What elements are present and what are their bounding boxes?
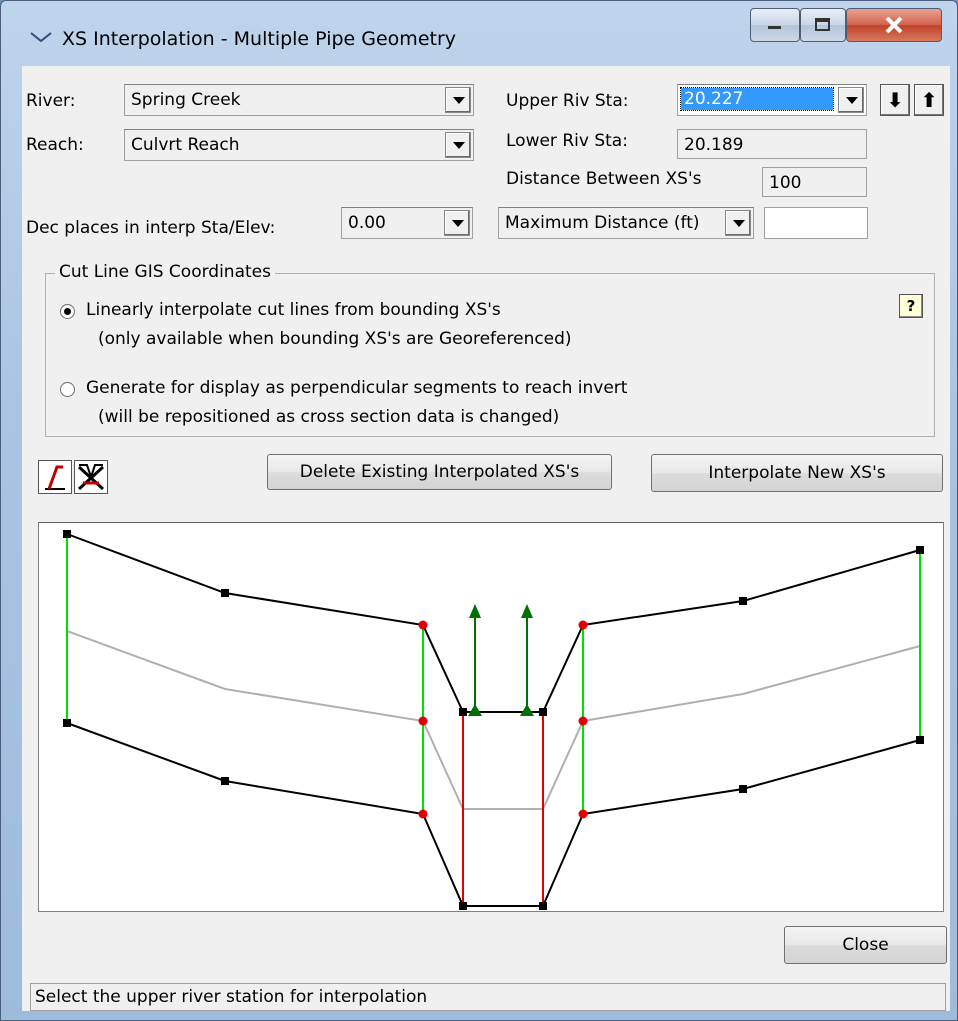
lower-riv-sta-label: Lower Riv Sta: <box>506 131 628 151</box>
upper-riv-sta-label: Upper Riv Sta: <box>506 91 629 111</box>
chevron-down-icon[interactable] <box>445 132 471 158</box>
max-distance-value: Maximum Distance (ft) <box>505 213 700 233</box>
interpolate-label: Interpolate New XS's <box>708 463 886 483</box>
xs-geometry-plot[interactable] <box>38 522 944 912</box>
minimize-button[interactable] <box>750 8 800 42</box>
bounding-node <box>578 716 588 726</box>
lower-riv-sta-field: 20.189 <box>677 129 867 159</box>
xs-node <box>459 708 467 716</box>
distance-label: Distance Between XS's <box>506 169 702 189</box>
xs-node <box>221 777 229 785</box>
xs-node <box>459 902 467 910</box>
xs-geometry-canvas[interactable] <box>39 523 943 911</box>
title-bar[interactable]: XS Interpolation - Multiple Pipe Geometr… <box>0 0 958 66</box>
edit-master-cord-button[interactable] <box>38 460 72 494</box>
distance-field: 100 <box>762 167 867 197</box>
chevron-down-icon[interactable] <box>444 210 470 236</box>
delete-interpolated-button[interactable]: Delete Existing Interpolated XS's <box>267 454 612 490</box>
option2-label[interactable]: Generate for display as perpendicular se… <box>86 378 628 398</box>
close-icon <box>885 16 903 34</box>
window-menu-icon[interactable] <box>30 30 52 44</box>
interpolate-button[interactable]: Interpolate New XS's <box>651 454 943 492</box>
xs-node <box>739 785 747 793</box>
flow-arrow-head <box>469 604 481 618</box>
distance-value: 100 <box>769 173 802 193</box>
max-distance-select[interactable]: Maximum Distance (ft) <box>498 207 754 239</box>
next-station-up-button[interactable]: ⬆ <box>914 84 944 116</box>
option1-sublabel: (only available when bounding XS's are G… <box>98 329 572 349</box>
cut-line-group <box>45 273 935 437</box>
chevron-down-icon[interactable] <box>838 87 864 113</box>
client-area: River: Spring Creek Reach: Culvrt Reach … <box>22 66 950 1011</box>
max-distance-input[interactable] <box>764 207 868 239</box>
reach-value: Culvrt Reach <box>131 135 240 155</box>
help-button[interactable]: ? <box>899 294 923 318</box>
xs-node <box>539 902 547 910</box>
xs-node <box>63 719 71 727</box>
dec-places-select[interactable]: 0.00 <box>341 207 473 239</box>
cut-line-group-title: Cut Line GIS Coordinates <box>55 262 275 282</box>
delete-master-cord-icon <box>77 464 105 491</box>
option1-label[interactable]: Linearly interpolate cut lines from boun… <box>86 300 501 320</box>
down-arrow-icon: ⬇ <box>886 88 904 112</box>
river-value: Spring Creek <box>131 90 241 110</box>
bounding-node <box>418 809 428 819</box>
option2-sublabel: (will be repositioned as cross section d… <box>98 407 560 427</box>
river-select[interactable]: Spring Creek <box>124 84 474 116</box>
maximize-icon <box>815 18 830 31</box>
river-label: River: <box>26 91 76 111</box>
status-bar: Select the upper river station for inter… <box>30 983 946 1011</box>
bounding-node <box>418 716 428 726</box>
upper-riv-sta-value: 20.227 <box>680 87 834 111</box>
chevron-down-icon[interactable] <box>445 87 471 113</box>
bounding-node <box>418 620 428 630</box>
radio-perpendicular-segments[interactable] <box>60 382 75 397</box>
next-station-down-button[interactable]: ⬇ <box>880 84 910 116</box>
window-title: XS Interpolation - Multiple Pipe Geometr… <box>62 28 457 50</box>
xs-node <box>916 736 924 744</box>
upper-riv-sta-select[interactable]: 20.227 <box>677 84 867 116</box>
reach-label: Reach: <box>26 135 84 155</box>
reach-select[interactable]: Culvrt Reach <box>124 129 474 161</box>
bounding-node <box>578 809 588 819</box>
xs-node <box>221 589 229 597</box>
edit-master-cord-icon <box>45 465 65 490</box>
help-icon: ? <box>906 297 916 315</box>
bounding-node <box>578 620 588 630</box>
xs-node <box>63 530 71 538</box>
close-window-button[interactable] <box>846 8 942 42</box>
lower-xs-line <box>66 722 921 907</box>
dec-places-value: 0.00 <box>348 213 386 233</box>
delete-interpolated-label: Delete Existing Interpolated XS's <box>299 462 580 482</box>
chevron-down-icon[interactable] <box>725 210 751 236</box>
close-label: Close <box>842 935 889 955</box>
up-arrow-icon: ⬆ <box>920 88 938 112</box>
flow-arrow-base <box>468 704 482 716</box>
xs-node <box>539 708 547 716</box>
interpolated-xs-line <box>66 630 921 810</box>
close-button[interactable]: Close <box>784 926 947 964</box>
upper-xs-line <box>66 533 921 713</box>
maximize-button[interactable] <box>800 8 846 42</box>
delete-master-cord-button[interactable] <box>74 460 108 494</box>
lower-riv-sta-value: 20.189 <box>684 135 744 155</box>
status-text: Select the upper river station for inter… <box>35 987 428 1007</box>
radio-linear-interpolate[interactable] <box>60 304 75 319</box>
minimize-icon <box>768 26 781 29</box>
flow-arrow-head <box>521 604 533 618</box>
xs-node <box>916 546 924 554</box>
xs-node <box>739 597 747 605</box>
flow-arrow-base <box>520 704 534 716</box>
dec-places-label: Dec places in interp Sta/Elev: <box>26 218 276 238</box>
